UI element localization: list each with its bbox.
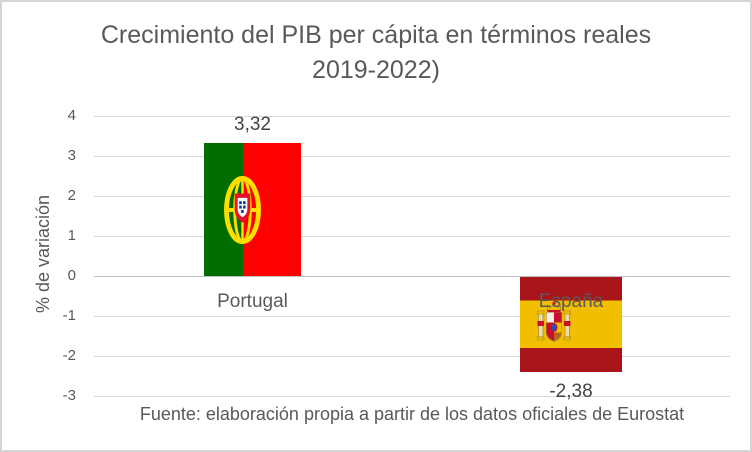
data-label-espana: -2,38 [549, 381, 593, 403]
chart-title-line1: Crecimiento del PIB per cápita en términ… [100, 21, 652, 49]
gridline [94, 276, 730, 277]
source-note: Fuente: elaboración propia a partir de l… [139, 404, 685, 424]
y-tick-label: -3 [62, 387, 76, 404]
y-tick-label: 4 [67, 107, 76, 124]
y-tick-label: 3 [67, 147, 76, 164]
gridline [94, 196, 730, 197]
gridline [94, 236, 730, 237]
y-tick-label: -1 [62, 307, 76, 324]
data-label-portugal: 3,32 [234, 114, 271, 136]
y-tick-label: 1 [67, 227, 76, 244]
bar-portugal[interactable] [204, 143, 301, 276]
chart-title: Crecimiento del PIB per cápita en términ… [2, 18, 750, 88]
gridline [94, 116, 730, 117]
category-label-espana: España [538, 291, 604, 312]
spain-coat-of-arms [536, 301, 571, 342]
gridline [94, 156, 730, 157]
y-tick-label: 0 [67, 267, 76, 284]
gridline [94, 316, 730, 317]
portugal-armillary-emblem [224, 175, 262, 244]
gridline [94, 356, 730, 357]
chart-title-line2: 2019-2022) [312, 56, 440, 84]
category-label-portugal: Portugal [217, 291, 288, 312]
gridline [94, 396, 730, 397]
y-tick-label: 2 [67, 187, 76, 204]
bar-espana[interactable] [520, 277, 622, 373]
y-tick-label: -2 [62, 347, 76, 364]
